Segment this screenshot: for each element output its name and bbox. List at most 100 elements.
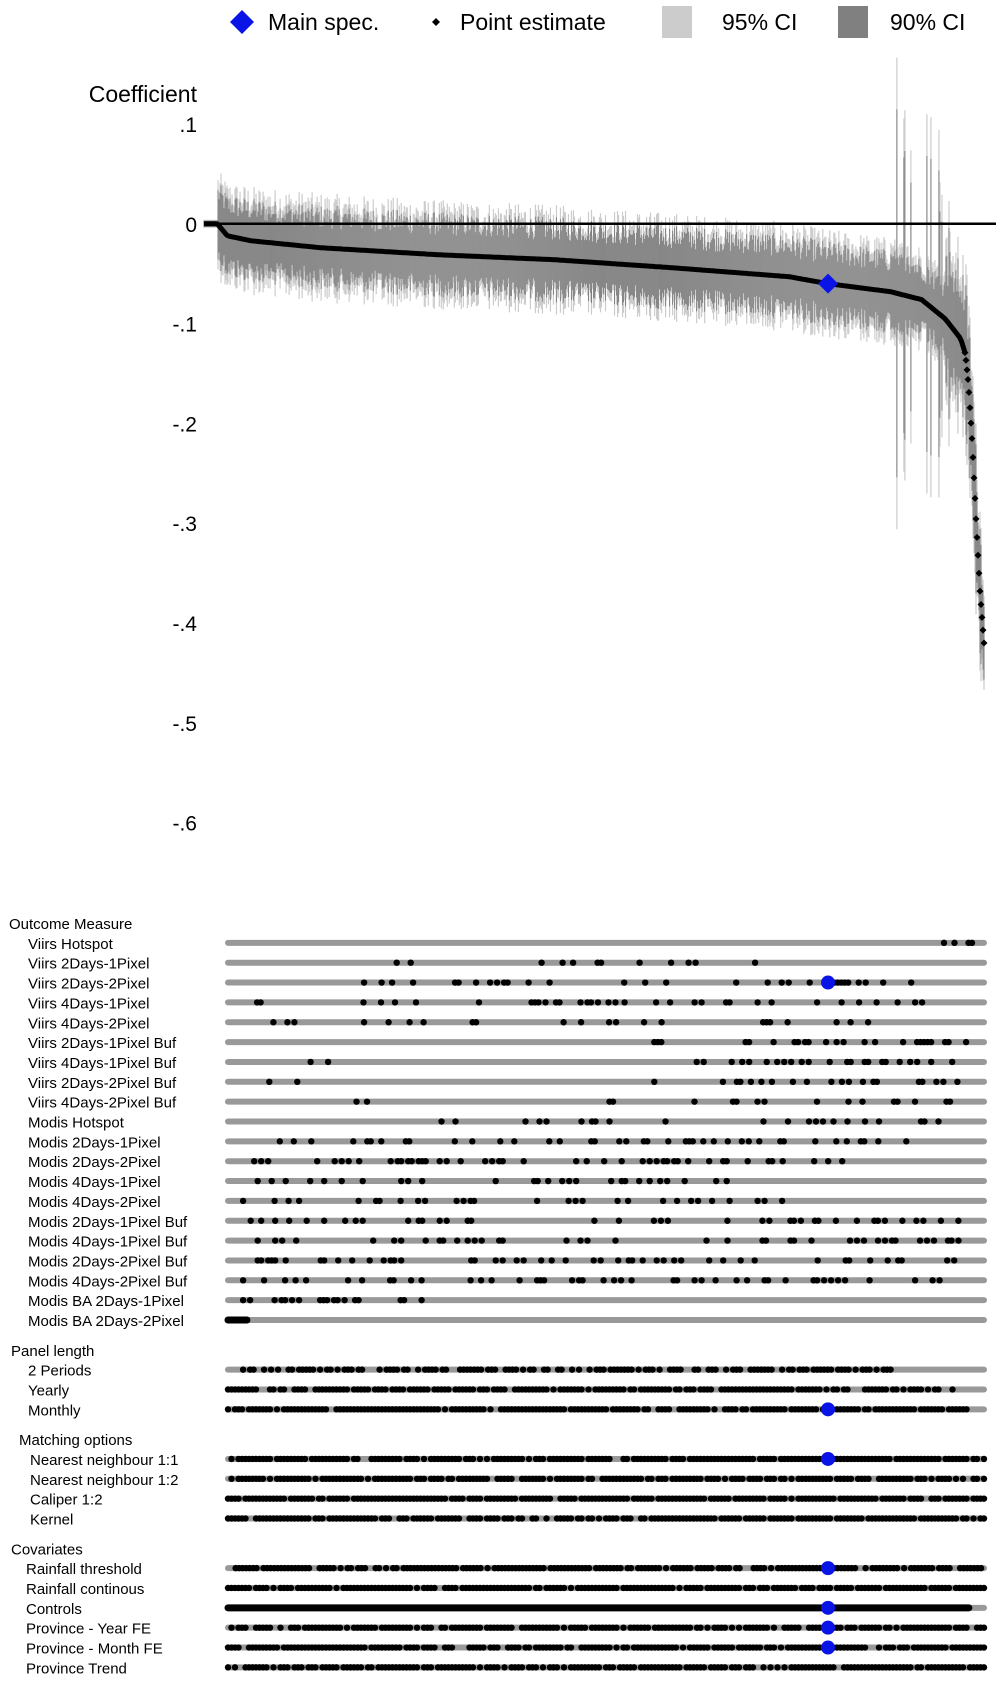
spec-dot [706,1257,713,1264]
spec-dot [672,1644,680,1651]
spec-dot [483,1455,491,1463]
spec-dot [546,1495,554,1502]
spec-dot [376,1197,383,1205]
spec-dot [873,1078,881,1086]
spec-dot [499,1158,506,1165]
y-tick-label: -.1 [172,314,197,337]
spec-dot [788,1495,795,1502]
spec-dot [355,1296,362,1304]
group-title: Matching options [19,1432,132,1449]
spec-dot [845,1098,852,1105]
spec-dot [250,1366,257,1373]
spec-dot [644,1406,652,1413]
point-estimate [962,356,970,364]
y-tick-label: .1 [179,114,197,137]
spec-dot [650,1217,658,1224]
spec-dot [759,1217,766,1224]
spec-dot [864,1019,872,1026]
spec-dot [649,1366,656,1373]
spec-dot [721,1624,729,1631]
spec-dot [452,1118,459,1125]
spec-dot [917,1495,925,1502]
spec-dot [378,1138,385,1145]
spec-dot [760,1515,767,1522]
spec-dot [816,1624,823,1631]
spec-dot [768,1078,776,1086]
spec-dot [691,999,698,1006]
spec-dot [319,1495,326,1502]
spec-dot [887,1366,894,1373]
spec-dot [739,1058,746,1066]
row-label: Modis Hotspot [28,1115,125,1132]
spec-dot [959,1475,967,1483]
spec-dot [621,999,628,1006]
spec-dot [590,1257,597,1264]
spec-dot [360,1019,368,1026]
spec-dot [518,1455,526,1463]
spec-dot [355,1197,362,1205]
spec-dot [955,1237,962,1244]
spec-dot [321,1177,328,1185]
spec-dot [592,1118,599,1125]
main-spec-marker [818,273,838,294]
spec-dot [543,1386,550,1393]
spec-dot [788,1515,795,1522]
spec-dot [853,1237,861,1244]
spec-dot [407,959,414,966]
confidence-intervals [203,57,985,690]
spec-dot [427,1624,435,1631]
spec-dot [640,1019,648,1026]
spec-dot [774,1664,781,1671]
point-estimate [966,404,974,412]
spec-dot [618,1158,625,1165]
spec-dot [559,959,566,966]
spec-dot [396,1644,403,1651]
spec-dot [518,1664,526,1671]
spec-dot [697,1624,704,1631]
row-label: Kernel [30,1512,73,1529]
spec-dot [359,1177,366,1185]
spec-dot [770,1644,778,1651]
spec-dot [899,1217,906,1224]
spec-dot [540,1277,548,1284]
spec-dot [805,1038,812,1046]
spec-dot [921,1584,928,1592]
spec-dot [746,1058,753,1066]
row-label: Nearest neighbour 1:2 [30,1472,178,1489]
spec-dot [845,1366,852,1373]
spec-dot [391,1257,398,1264]
spec-dot [516,1277,523,1284]
spec-dot [733,1277,740,1284]
spec-dot [455,1455,463,1463]
spec-dot [777,1644,785,1651]
spec-dot [770,1475,778,1483]
spec-dot [769,1158,776,1165]
spec-dot [266,1475,274,1483]
spec-dot [525,979,532,986]
spec-dot [667,959,675,966]
spec-dot [728,1624,736,1631]
spec-dot [880,979,887,986]
spec-dot [781,1495,788,1502]
spec-dot [952,1475,960,1483]
spec-dot [408,1158,415,1165]
spec-dot [724,1237,731,1244]
spec-dot [385,1515,393,1522]
point-estimate [963,366,971,374]
spec-dot [900,1495,907,1502]
spec-dot [721,1664,729,1671]
spec-dot [253,1564,260,1572]
spec-dot [288,1366,296,1373]
spec-dot [851,1624,858,1631]
spec-dot [664,1177,671,1185]
spec-dot [327,1366,334,1373]
spec-dot [711,1406,718,1413]
spec-dot [266,1624,274,1631]
spec-dot [738,1138,745,1145]
spec-dot [697,1584,704,1592]
spec-dot [805,1058,812,1066]
spec-dot [404,1366,411,1373]
row-label: Monthly [28,1402,81,1419]
spec-dot [903,1138,910,1145]
spec-dot [651,1078,658,1086]
